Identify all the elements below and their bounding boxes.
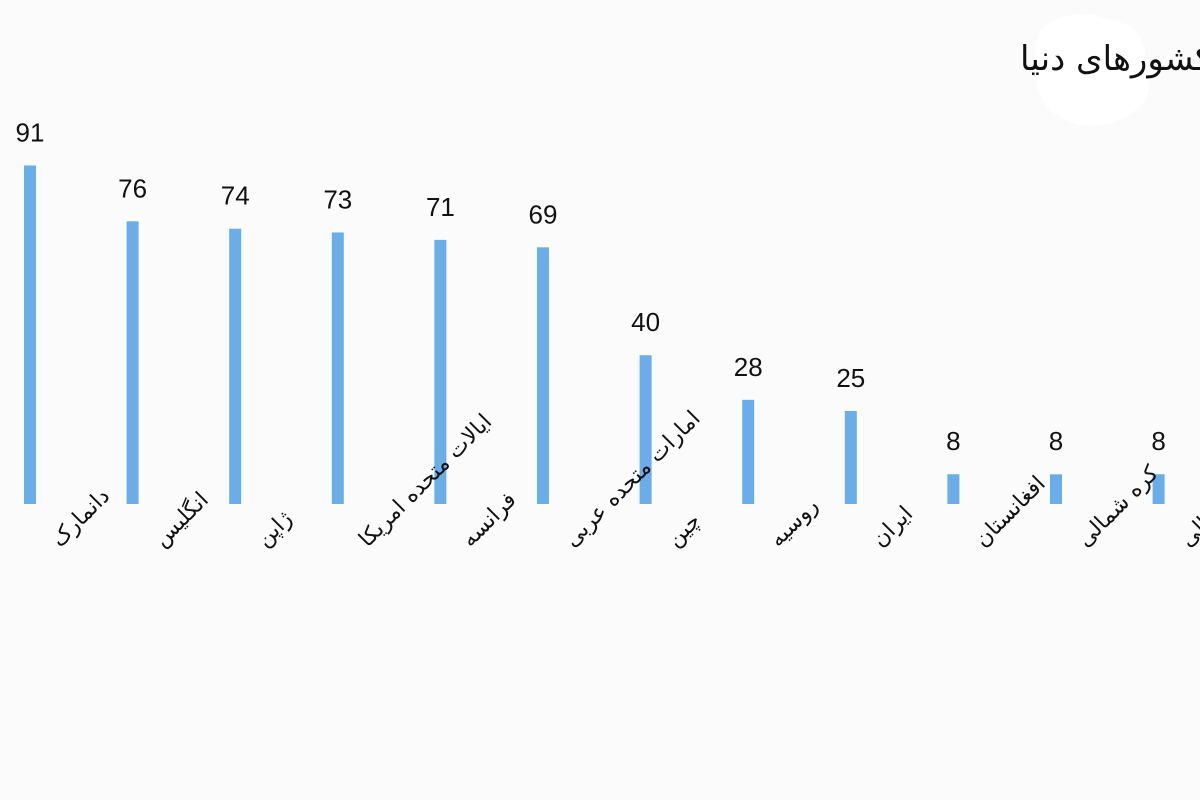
value-label-4: 71 (426, 192, 455, 222)
value-label-11: 8 (1151, 426, 1165, 456)
category-label-11: سومالی (1175, 483, 1200, 553)
bar-3 (331, 232, 344, 504)
value-label-10: 8 (1049, 426, 1063, 456)
bars-group (24, 165, 1165, 505)
bar-8 (844, 411, 857, 504)
value-label-9: 8 (946, 426, 960, 456)
category-label-7: روسیه (765, 493, 824, 552)
category-label-9: افغانستان (970, 471, 1051, 552)
value-label-3: 73 (323, 184, 352, 214)
bar-0 (24, 165, 36, 505)
value-label-0: 91 (16, 117, 45, 147)
value-label-2: 74 (221, 181, 250, 211)
value-label-1: 76 (118, 173, 147, 203)
value-labels-group: 91 76 74 73 71 69 40 28 25 8 8 8 (16, 117, 1166, 456)
bar-1 (126, 221, 139, 504)
category-label-4: فرانسه (457, 488, 522, 553)
bar-2 (229, 228, 242, 504)
category-label-8: ایران (867, 502, 918, 553)
category-label-10: کره شمالی (1073, 461, 1165, 553)
category-label-2: ژاپن (252, 507, 298, 553)
value-label-8: 25 (836, 363, 865, 393)
category-label-0: دانمارک (47, 484, 115, 552)
category-label-6: چین (662, 508, 706, 552)
bar-7 (742, 399, 755, 504)
bar-11 (1152, 474, 1165, 504)
value-label-7: 28 (734, 352, 763, 382)
value-label-6: 40 (631, 307, 660, 337)
bar-10 (1050, 474, 1062, 504)
bar-4 (434, 239, 447, 504)
watermark-logo (1034, 14, 1150, 126)
value-label-5: 69 (529, 199, 558, 229)
bar-9 (947, 474, 960, 504)
bar-5 (537, 247, 549, 504)
chart-title: فساد اقتصادی در کشورهای دنیا (1020, 39, 1200, 79)
category-labels-group: دانمارک انگلیس ژاپن ایالات متحده امریکافران… (47, 406, 1200, 552)
category-label-1: انگلیس (148, 487, 213, 552)
bar-6 (639, 355, 652, 504)
